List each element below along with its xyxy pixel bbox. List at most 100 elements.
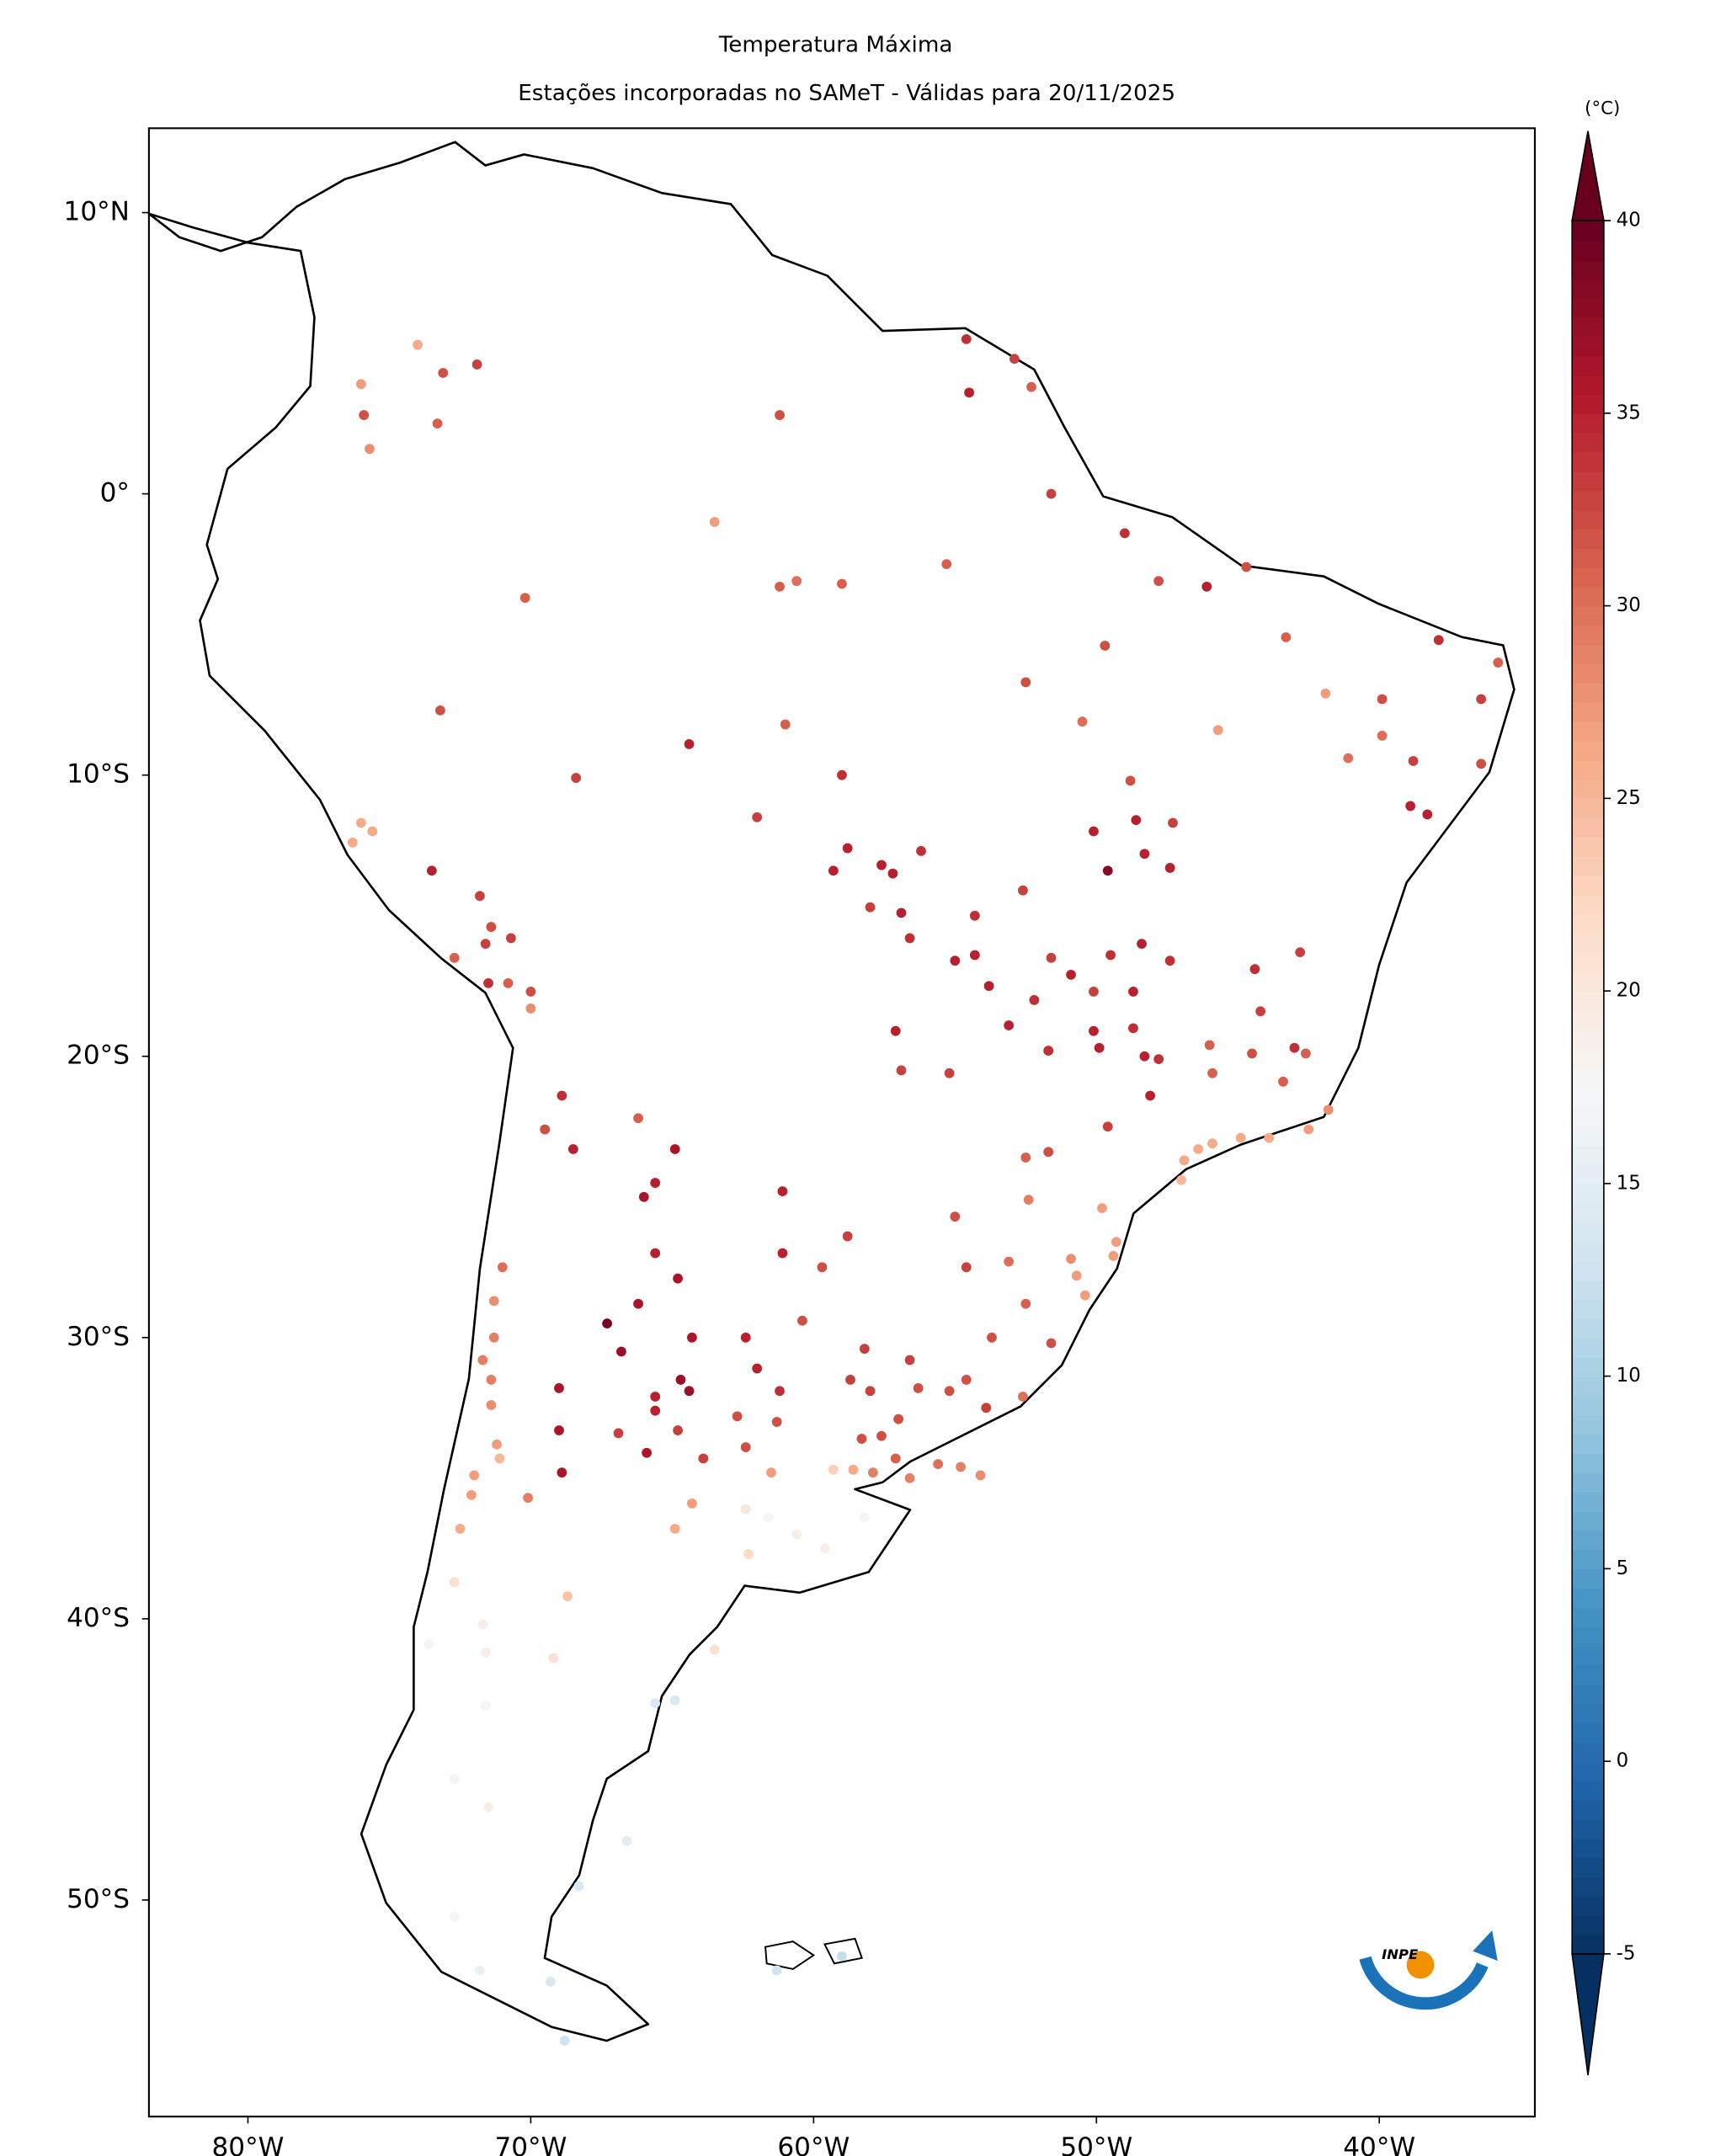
station-point xyxy=(471,359,482,370)
station-point xyxy=(743,1549,754,1559)
station-point xyxy=(1029,995,1040,1005)
station-point xyxy=(1153,576,1164,587)
colorbar-segment xyxy=(1572,663,1604,684)
colorbar-segment xyxy=(1572,1896,1604,1917)
colorbar-segment xyxy=(1572,1857,1604,1878)
colorbar-segment xyxy=(1572,1299,1604,1319)
station-point xyxy=(477,1355,488,1365)
station-point xyxy=(480,939,491,950)
colorbar-segment xyxy=(1572,972,1604,993)
station-point xyxy=(1128,1023,1138,1034)
station-point xyxy=(359,410,370,420)
station-point xyxy=(1077,716,1088,727)
station-point xyxy=(413,339,423,350)
station-point xyxy=(365,444,375,455)
station-point xyxy=(1207,1067,1217,1078)
station-point xyxy=(1046,952,1057,963)
colorbar-segment xyxy=(1572,1818,1604,1839)
colorbar-segment xyxy=(1572,1645,1604,1666)
colorbar-segment xyxy=(1572,605,1604,626)
station-point xyxy=(455,1524,466,1534)
colorbar-segment xyxy=(1572,1607,1604,1627)
colorbar-segment xyxy=(1572,1260,1604,1281)
station-point xyxy=(650,1698,661,1708)
station-point xyxy=(449,1912,460,1922)
colorbar-segment xyxy=(1572,239,1604,260)
colorbar-segment xyxy=(1572,894,1604,915)
figure-body: Temperatura Máxima Estações incorporadas… xyxy=(64,33,1641,2156)
station-point xyxy=(432,418,443,429)
station-point xyxy=(975,1470,986,1481)
colorbar-segment xyxy=(1572,1395,1604,1416)
station-point xyxy=(426,865,437,876)
station-point xyxy=(1105,950,1116,961)
station-point xyxy=(1043,1147,1054,1158)
station-point xyxy=(650,1405,661,1416)
station-point xyxy=(1145,1090,1156,1101)
station-point xyxy=(669,1524,680,1534)
station-point xyxy=(837,578,847,589)
station-point xyxy=(1018,1392,1028,1402)
station-point xyxy=(828,1464,839,1475)
colorbar-tick-label: 40 xyxy=(1617,210,1641,232)
station-point xyxy=(559,2036,570,2046)
station-point xyxy=(1300,1048,1311,1059)
station-point xyxy=(797,1315,807,1326)
colorbar-segment xyxy=(1572,1703,1604,1724)
colorbar-segment xyxy=(1572,855,1604,876)
station-point xyxy=(673,1273,683,1284)
colorbar-segment xyxy=(1572,355,1604,376)
station-point xyxy=(842,1231,853,1242)
station-point xyxy=(740,1442,751,1452)
station-point xyxy=(1476,759,1487,769)
station-point xyxy=(865,902,876,913)
station-point xyxy=(650,1392,661,1402)
station-point xyxy=(621,1835,632,1846)
y-tick-label: 30°S xyxy=(67,1322,130,1352)
x-tick-label: 50°W xyxy=(1060,2132,1132,2156)
station-point xyxy=(1405,801,1416,812)
station-point xyxy=(1343,753,1354,764)
colorbar-segment xyxy=(1572,1009,1604,1030)
station-point xyxy=(1249,964,1260,975)
colorbar-segment xyxy=(1572,1742,1604,1763)
station-point xyxy=(1097,1203,1107,1214)
station-point xyxy=(775,581,785,592)
colorbar-label: (°C) xyxy=(1585,98,1620,119)
colorbar-segment xyxy=(1572,1588,1604,1609)
station-point xyxy=(1066,1254,1076,1264)
station-point xyxy=(1089,826,1099,837)
colorbar-segment xyxy=(1572,1126,1604,1147)
station-point xyxy=(944,1067,955,1078)
station-point xyxy=(477,1619,488,1630)
colorbar-segment xyxy=(1572,490,1604,511)
station-point xyxy=(573,1881,584,1892)
colorbar-tick-label: 0 xyxy=(1617,1750,1629,1772)
station-point xyxy=(771,1965,782,1976)
station-point xyxy=(486,1400,497,1410)
station-point xyxy=(904,1355,915,1365)
station-point xyxy=(1255,1006,1266,1017)
station-point xyxy=(523,1493,533,1504)
station-point xyxy=(497,1262,508,1273)
station-point xyxy=(828,865,839,876)
colorbar-segment xyxy=(1572,1183,1604,1204)
station-point xyxy=(1201,581,1212,592)
station-point xyxy=(1408,756,1419,766)
colorbar-tick-label: 20 xyxy=(1617,980,1641,1002)
station-point xyxy=(876,860,887,870)
station-point xyxy=(933,1459,944,1470)
station-point xyxy=(1193,1144,1204,1154)
station-point xyxy=(1289,1042,1300,1053)
colorbar-segment xyxy=(1572,375,1604,395)
station-point xyxy=(548,1653,559,1664)
station-point xyxy=(1111,1237,1121,1248)
station-point xyxy=(1281,632,1292,642)
colorbar-segment xyxy=(1572,1087,1604,1108)
colorbar-extend-top xyxy=(1571,130,1605,221)
colorbar-tick-label: 5 xyxy=(1617,1557,1629,1579)
colorbar-segment xyxy=(1572,1048,1604,1069)
colorbar-segment xyxy=(1572,952,1604,973)
station-point xyxy=(961,1375,972,1385)
colorbar-segment xyxy=(1572,933,1604,954)
